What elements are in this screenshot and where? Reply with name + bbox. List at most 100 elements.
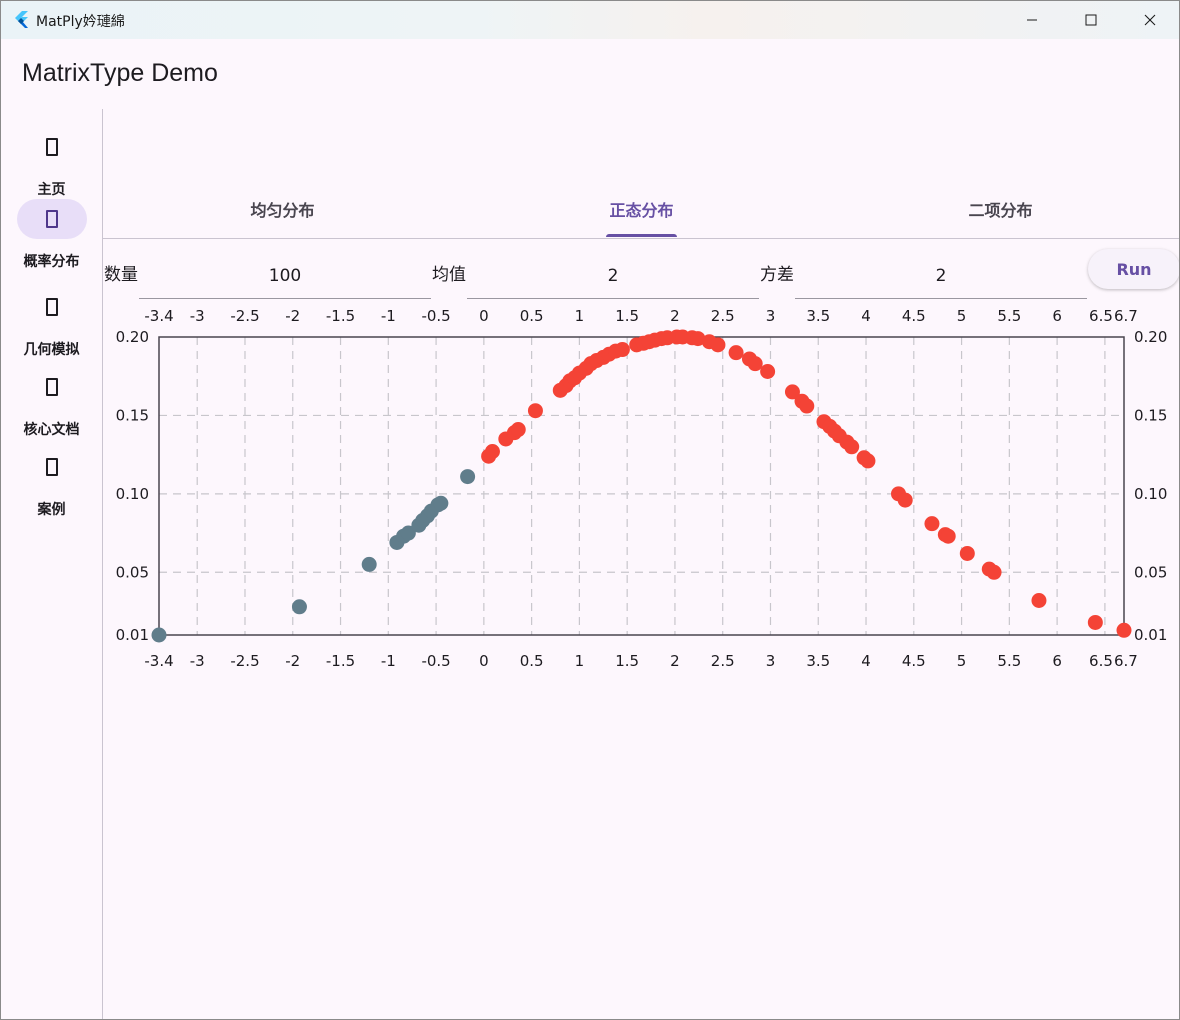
x-tick-label-bottom: 2.5 <box>711 652 735 670</box>
placeholder-icon <box>46 298 58 316</box>
x-tick-label-top: 5.5 <box>997 307 1021 325</box>
rail-item-label: 核心文档 <box>23 422 80 438</box>
data-point <box>747 356 763 372</box>
data-point <box>527 403 543 419</box>
x-tick-label-bottom: 2 <box>670 652 680 670</box>
plot-frame <box>158 336 1125 636</box>
distribution-tabs: 均匀分布 正态分布 二项分布 <box>103 179 1179 239</box>
data-point <box>860 453 876 469</box>
x-tick-label-bottom: -0.5 <box>421 652 450 670</box>
x-tick-label-bottom: 0.5 <box>520 652 544 670</box>
x-tick-label-bottom: -2 <box>285 652 300 670</box>
close-button[interactable] <box>1121 1 1179 39</box>
count-input[interactable] <box>139 253 431 299</box>
rail-item-docs[interactable]: 核心文档 <box>1 367 102 439</box>
mean-input[interactable] <box>467 253 759 299</box>
tab-normal[interactable]: 正态分布 <box>609 200 674 220</box>
run-button[interactable]: Run <box>1088 249 1179 289</box>
data-point <box>760 364 776 380</box>
x-tick-label-bottom: 4.5 <box>902 652 926 670</box>
x-tick-label-bottom: 1.5 <box>615 652 639 670</box>
x-tick-label-top: -1 <box>381 307 396 325</box>
x-tick-label-top: 3 <box>766 307 776 325</box>
y-tick-label-left: 0.15 <box>116 406 149 424</box>
placeholder-icon <box>46 378 58 396</box>
y-tick-label-right: 0.20 <box>1134 328 1167 346</box>
tab-uniform[interactable]: 均匀分布 <box>250 200 315 220</box>
placeholder-icon <box>46 138 58 156</box>
data-point <box>151 627 167 643</box>
count-label: 数量 <box>104 265 138 285</box>
data-point <box>986 564 1002 580</box>
x-tick-label-top: 2.5 <box>711 307 735 325</box>
x-tick-label-top: 0 <box>479 307 489 325</box>
maximize-button[interactable] <box>1062 1 1120 39</box>
rail-item-label: 案例 <box>37 502 66 518</box>
x-tick-label-bottom: 6.5 <box>1089 652 1113 670</box>
rail-item-home[interactable]: 主页 <box>1 127 102 199</box>
data-point <box>799 398 815 414</box>
x-tick-label-bottom: 5 <box>957 652 967 670</box>
window-title: MatPly妗璉綿 <box>36 14 125 30</box>
x-tick-label-top: 6.5 <box>1089 307 1113 325</box>
data-point <box>1087 614 1103 630</box>
x-tick-label-bottom: 3.5 <box>806 652 830 670</box>
scatter-chart: -3.4 -3.4 -3 -3 -2.5 -2.5 -2 -2 -1.5 -1.5 -1 -1 -0.5… <box>116 307 1168 670</box>
rail-indicator <box>17 287 87 327</box>
maximize-icon <box>1085 14 1097 26</box>
x-tick-label-top: -2.5 <box>230 307 259 325</box>
x-tick-label-bottom: -3 <box>190 652 205 670</box>
data-point <box>844 439 860 455</box>
data-point <box>1116 622 1132 638</box>
data-point <box>484 443 500 459</box>
x-tick-label-bottom: -1 <box>381 652 396 670</box>
x-tick-label-bottom: 6 <box>1052 652 1062 670</box>
x-tick-label-top: 6.7 <box>1114 307 1138 325</box>
data-point <box>897 492 913 508</box>
data-point <box>361 556 377 572</box>
x-tick-label-top: -1.5 <box>326 307 355 325</box>
x-tick-label-bottom: 5.5 <box>997 652 1021 670</box>
flutter-logo-icon <box>15 11 28 28</box>
rail-item-geometry[interactable]: 几何模拟 <box>1 287 102 359</box>
placeholder-icon <box>46 210 58 228</box>
x-tick-label-bottom: 4 <box>861 652 871 670</box>
data-point <box>959 545 975 561</box>
x-tick-label-bottom: -2.5 <box>230 652 259 670</box>
x-tick-label-bottom: 1 <box>575 652 585 670</box>
title-bar[interactable]: MatPly妗璉綿 <box>1 1 1179 39</box>
data-point <box>291 599 307 615</box>
x-tick-label-bottom: -3.4 <box>144 652 173 670</box>
x-tick-label-bottom: 6.7 <box>1114 652 1138 670</box>
variance-input[interactable] <box>795 253 1087 299</box>
tab-binomial[interactable]: 二项分布 <box>968 200 1033 220</box>
minimize-button[interactable] <box>1003 1 1061 39</box>
x-tick-label-bottom: -1.5 <box>326 652 355 670</box>
y-tick-label-right: 0.05 <box>1134 563 1167 581</box>
x-tick-label-top: 1.5 <box>615 307 639 325</box>
x-tick-label-top: 0.5 <box>520 307 544 325</box>
data-point <box>1031 592 1047 608</box>
data-point <box>460 469 476 485</box>
x-tick-label-top: 4 <box>861 307 871 325</box>
x-tick-label-top: 6 <box>1052 307 1062 325</box>
y-tick-label-left: 0.01 <box>116 626 149 644</box>
data-point <box>940 528 956 544</box>
data-point <box>510 422 526 438</box>
tab-indicator <box>606 234 677 237</box>
y-tick-label-left: 0.05 <box>116 563 149 581</box>
placeholder-icon <box>46 458 58 476</box>
app-bar-title: MatrixType Demo <box>22 59 218 87</box>
data-point <box>400 525 416 541</box>
data-point <box>924 516 940 532</box>
data-point <box>784 384 800 400</box>
y-tick-label-right: 0.01 <box>1134 626 1167 644</box>
rail-item-examples[interactable]: 案例 <box>1 447 102 519</box>
rail-indicator <box>17 367 87 407</box>
rail-item-probability[interactable]: 概率分布 <box>1 199 102 271</box>
rail-indicator <box>17 199 87 239</box>
y-tick-label-right: 0.10 <box>1134 485 1167 503</box>
rail-indicator <box>17 447 87 487</box>
x-tick-label-top: -3.4 <box>144 307 173 325</box>
